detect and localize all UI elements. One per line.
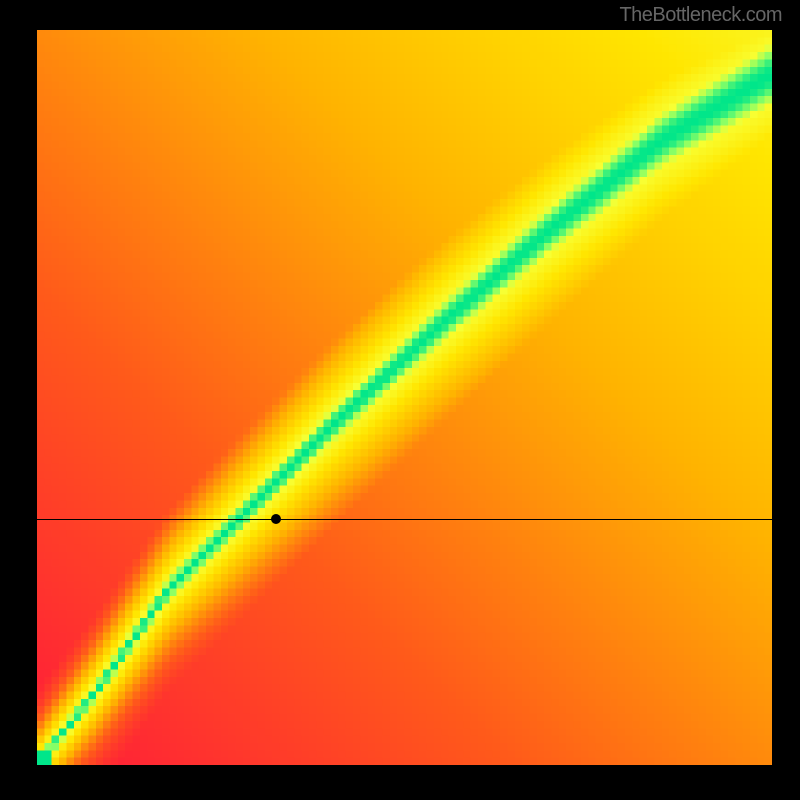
heatmap-plot [37, 30, 772, 765]
crosshair-marker [271, 514, 281, 524]
heatmap-canvas [37, 30, 772, 765]
watermark-text: TheBottleneck.com [619, 4, 782, 27]
crosshair-horizontal [37, 519, 772, 520]
